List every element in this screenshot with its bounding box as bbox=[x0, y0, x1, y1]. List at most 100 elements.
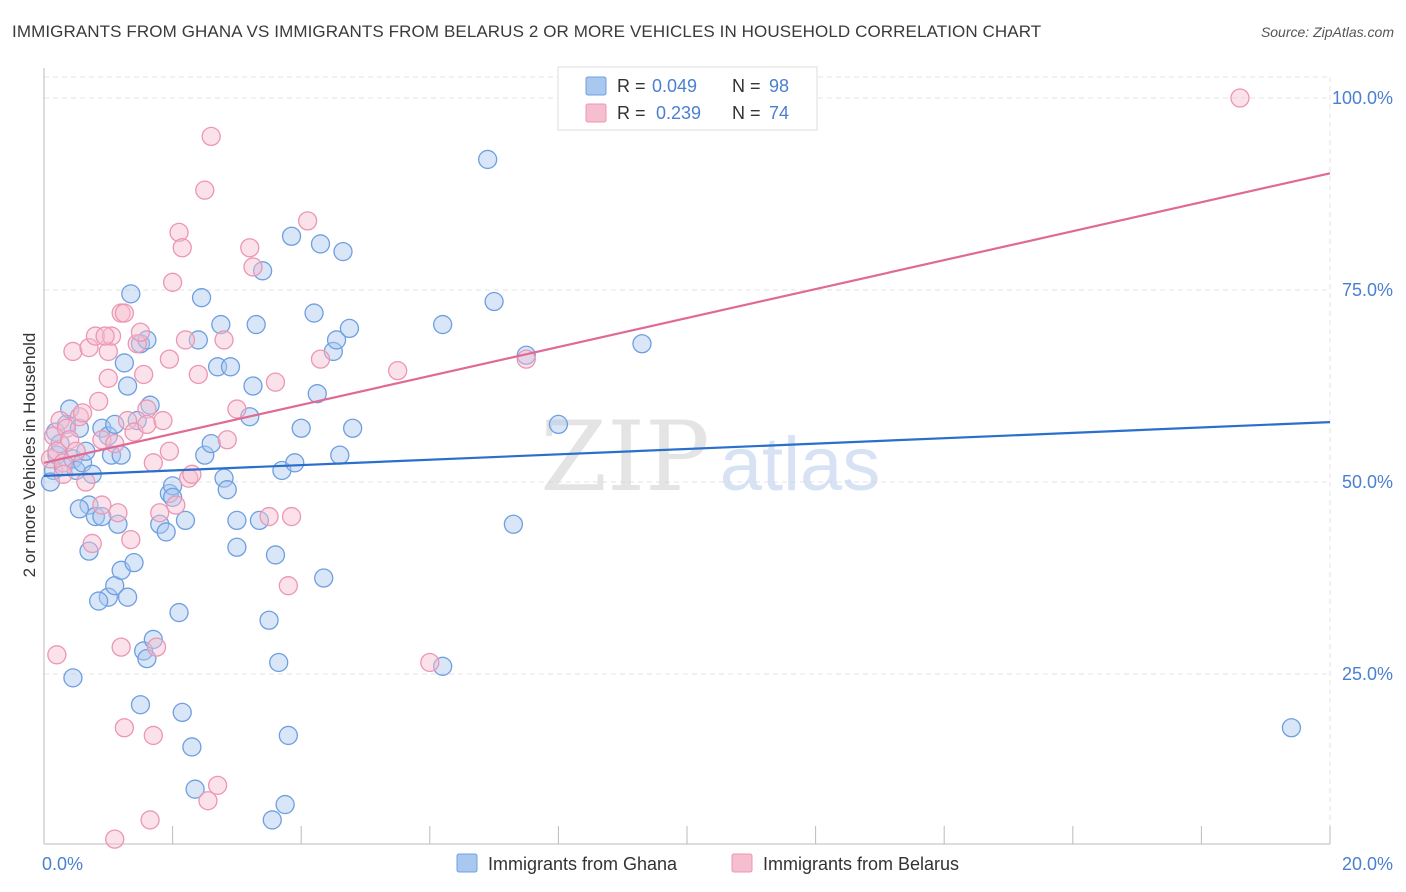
ghana-point bbox=[281, 226, 302, 246]
ghana-point bbox=[314, 568, 334, 588]
belarus-point bbox=[134, 364, 154, 385]
ghana-point bbox=[162, 476, 183, 496]
ghana-point bbox=[307, 384, 327, 404]
chart-title: IMMIGRANTS FROM GHANA VS IMMIGRANTS FROM… bbox=[12, 22, 1042, 41]
belarus-point bbox=[150, 503, 170, 523]
belarus-point bbox=[217, 430, 237, 450]
ghana-point bbox=[259, 610, 279, 630]
y-tick-label: 50.0% bbox=[1342, 472, 1393, 492]
belarus-point bbox=[175, 330, 196, 350]
bottom-legend-belarus: Immigrants from Belarus bbox=[763, 854, 959, 874]
ghana-point bbox=[262, 810, 282, 830]
bottom-legend-swatch-belarus bbox=[731, 853, 753, 873]
belarus-point bbox=[140, 810, 160, 830]
belarus-point bbox=[387, 360, 408, 381]
belarus-point bbox=[1230, 88, 1250, 108]
belarus-point bbox=[72, 403, 93, 423]
watermark: ZIP atlas bbox=[540, 401, 880, 513]
belarus-point bbox=[111, 637, 131, 657]
belarus-point bbox=[214, 330, 234, 350]
ghana-point bbox=[89, 591, 109, 611]
legend-belarus-r-value: 0.239 bbox=[656, 103, 701, 123]
legend-ghana-r-label: R = bbox=[617, 76, 646, 96]
ghana-point bbox=[252, 261, 273, 281]
ghana-point bbox=[98, 587, 118, 607]
ghana-point bbox=[503, 514, 524, 534]
legend-belarus-n-label: N = bbox=[732, 103, 761, 123]
trend-lines bbox=[43, 172, 1331, 477]
ghana-point bbox=[1281, 718, 1302, 738]
belarus-point bbox=[130, 322, 151, 342]
ghana-point bbox=[227, 510, 247, 531]
legend-ghana-n-value: 98 bbox=[769, 76, 789, 96]
ghana-trend-line bbox=[43, 420, 1331, 477]
series-ghana-points bbox=[40, 149, 1302, 830]
belarus-point bbox=[76, 472, 96, 492]
ghana-point bbox=[342, 418, 363, 438]
ghana-point bbox=[278, 725, 298, 746]
ghana-point bbox=[117, 587, 138, 607]
belarus-point bbox=[137, 399, 157, 419]
belarus-point bbox=[82, 533, 102, 554]
belarus-point bbox=[198, 791, 218, 811]
belarus-point bbox=[201, 126, 221, 147]
y-tick-label: 25.0% bbox=[1342, 664, 1393, 684]
belarus-point bbox=[114, 303, 135, 323]
x-tick-label-max: 20.0% bbox=[1342, 854, 1393, 874]
belarus-point bbox=[92, 495, 112, 515]
belarus-point bbox=[159, 349, 180, 369]
belarus-trend-line bbox=[43, 172, 1331, 464]
ghana-point bbox=[275, 794, 295, 815]
ghana-point bbox=[269, 652, 289, 673]
belarus-point bbox=[243, 257, 263, 277]
ghana-point bbox=[433, 314, 453, 335]
ghana-point bbox=[330, 445, 350, 465]
belarus-point bbox=[188, 364, 208, 385]
ghana-point bbox=[249, 510, 270, 531]
belarus-point bbox=[281, 506, 302, 527]
belarus-point bbox=[278, 576, 298, 596]
belarus-point bbox=[195, 180, 215, 200]
ghana-point bbox=[130, 695, 151, 715]
ghana-point bbox=[114, 353, 135, 373]
ghana-point bbox=[92, 506, 112, 527]
belarus-point bbox=[50, 410, 70, 431]
bottom-legend-swatch-ghana bbox=[456, 853, 478, 873]
belarus-point bbox=[108, 503, 128, 523]
belarus-point bbox=[98, 341, 118, 362]
ghana-point bbox=[310, 234, 331, 254]
belarus-point bbox=[47, 645, 67, 665]
ghana-point bbox=[175, 510, 196, 531]
legend-swatch-belarus bbox=[585, 103, 607, 123]
belarus-point bbox=[143, 725, 163, 746]
belarus-point bbox=[60, 430, 80, 450]
ghana-point bbox=[195, 445, 215, 465]
ghana-point bbox=[85, 506, 106, 527]
ghana-point bbox=[478, 149, 498, 170]
series-legend: Immigrants from Ghana Immigrants from Be… bbox=[456, 853, 959, 874]
stats-legend: R = 0.049 N = 98 R = 0.239 N = 74 bbox=[557, 66, 818, 131]
tick-labels: 100.0% 75.0% 50.0% 25.0% 0.0% 20.0% bbox=[42, 88, 1393, 874]
belarus-point bbox=[137, 414, 157, 435]
ghana-point bbox=[227, 537, 247, 557]
belarus-point bbox=[265, 372, 286, 392]
ghana-point bbox=[117, 376, 138, 396]
ghana-point bbox=[137, 330, 157, 350]
legend-ghana-r-value: 0.049 bbox=[652, 76, 697, 96]
belarus-point bbox=[227, 399, 247, 419]
belarus-point bbox=[420, 652, 440, 673]
ghana-point bbox=[182, 737, 202, 757]
legend-swatch-ghana bbox=[585, 76, 607, 96]
belarus-point bbox=[166, 495, 186, 515]
ghana-point bbox=[291, 418, 311, 438]
ghana-point bbox=[326, 330, 347, 350]
ghana-point bbox=[285, 453, 305, 473]
belarus-point bbox=[153, 410, 173, 431]
ghana-point bbox=[339, 318, 360, 339]
source-label: Source: ZipAtlas.com bbox=[1260, 24, 1394, 40]
legend-ghana-n-label: N = bbox=[732, 76, 761, 96]
belarus-point bbox=[95, 326, 115, 346]
ghana-point bbox=[156, 522, 176, 542]
belarus-point bbox=[182, 464, 202, 484]
ghana-point bbox=[217, 480, 237, 500]
